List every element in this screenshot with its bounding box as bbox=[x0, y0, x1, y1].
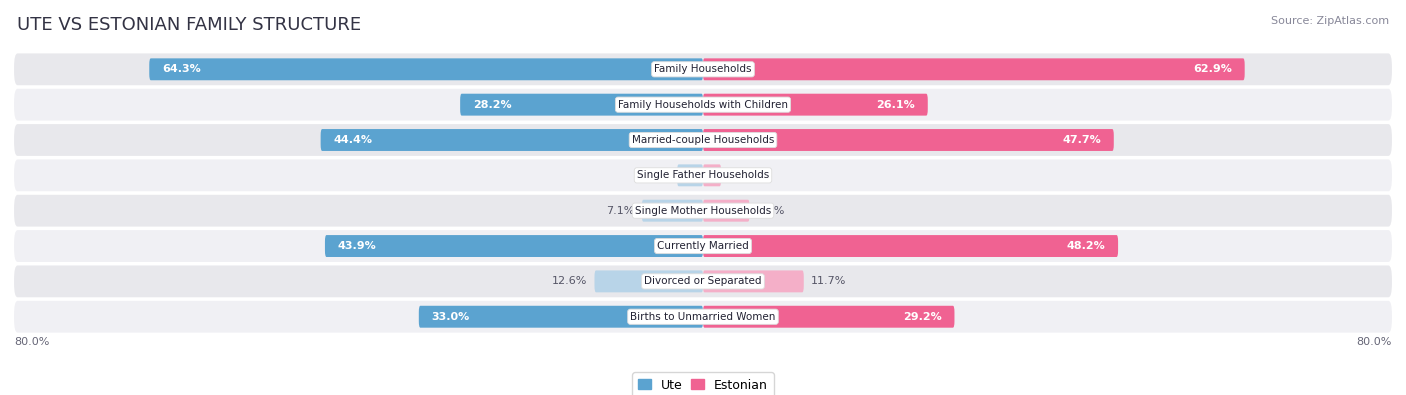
Text: Divorced or Separated: Divorced or Separated bbox=[644, 276, 762, 286]
FancyBboxPatch shape bbox=[595, 271, 703, 292]
Text: Source: ZipAtlas.com: Source: ZipAtlas.com bbox=[1271, 16, 1389, 26]
Text: Births to Unmarried Women: Births to Unmarried Women bbox=[630, 312, 776, 322]
FancyBboxPatch shape bbox=[14, 230, 1392, 262]
Text: 29.2%: 29.2% bbox=[903, 312, 942, 322]
Text: 47.7%: 47.7% bbox=[1062, 135, 1101, 145]
FancyBboxPatch shape bbox=[460, 94, 703, 116]
Text: 48.2%: 48.2% bbox=[1066, 241, 1105, 251]
Text: 12.6%: 12.6% bbox=[553, 276, 588, 286]
FancyBboxPatch shape bbox=[703, 200, 749, 222]
FancyBboxPatch shape bbox=[678, 164, 703, 186]
FancyBboxPatch shape bbox=[14, 265, 1392, 297]
Text: 28.2%: 28.2% bbox=[472, 100, 512, 110]
Text: Currently Married: Currently Married bbox=[657, 241, 749, 251]
Text: 44.4%: 44.4% bbox=[333, 135, 373, 145]
FancyBboxPatch shape bbox=[703, 271, 804, 292]
Text: 80.0%: 80.0% bbox=[14, 337, 49, 347]
FancyBboxPatch shape bbox=[703, 94, 928, 116]
FancyBboxPatch shape bbox=[419, 306, 703, 328]
FancyBboxPatch shape bbox=[149, 58, 703, 80]
FancyBboxPatch shape bbox=[325, 235, 703, 257]
Text: 33.0%: 33.0% bbox=[432, 312, 470, 322]
Legend: Ute, Estonian: Ute, Estonian bbox=[633, 372, 773, 395]
FancyBboxPatch shape bbox=[14, 89, 1392, 120]
Text: 80.0%: 80.0% bbox=[1357, 337, 1392, 347]
Text: 64.3%: 64.3% bbox=[162, 64, 201, 74]
Text: 3.0%: 3.0% bbox=[643, 170, 671, 181]
FancyBboxPatch shape bbox=[14, 160, 1392, 191]
Text: 43.9%: 43.9% bbox=[337, 241, 377, 251]
FancyBboxPatch shape bbox=[703, 164, 721, 186]
FancyBboxPatch shape bbox=[703, 58, 1244, 80]
Text: 7.1%: 7.1% bbox=[606, 206, 636, 216]
FancyBboxPatch shape bbox=[14, 53, 1392, 85]
Text: 26.1%: 26.1% bbox=[876, 100, 915, 110]
FancyBboxPatch shape bbox=[321, 129, 703, 151]
Text: 5.4%: 5.4% bbox=[756, 206, 785, 216]
Text: Family Households with Children: Family Households with Children bbox=[619, 100, 787, 110]
Text: UTE VS ESTONIAN FAMILY STRUCTURE: UTE VS ESTONIAN FAMILY STRUCTURE bbox=[17, 16, 361, 34]
FancyBboxPatch shape bbox=[643, 200, 703, 222]
FancyBboxPatch shape bbox=[14, 124, 1392, 156]
Text: Single Father Households: Single Father Households bbox=[637, 170, 769, 181]
Text: Family Households: Family Households bbox=[654, 64, 752, 74]
FancyBboxPatch shape bbox=[14, 301, 1392, 333]
FancyBboxPatch shape bbox=[703, 306, 955, 328]
Text: Married-couple Households: Married-couple Households bbox=[631, 135, 775, 145]
Text: Single Mother Households: Single Mother Households bbox=[636, 206, 770, 216]
Text: 62.9%: 62.9% bbox=[1192, 64, 1232, 74]
Text: 2.1%: 2.1% bbox=[728, 170, 756, 181]
FancyBboxPatch shape bbox=[703, 129, 1114, 151]
FancyBboxPatch shape bbox=[703, 235, 1118, 257]
FancyBboxPatch shape bbox=[14, 195, 1392, 227]
Text: 11.7%: 11.7% bbox=[811, 276, 846, 286]
